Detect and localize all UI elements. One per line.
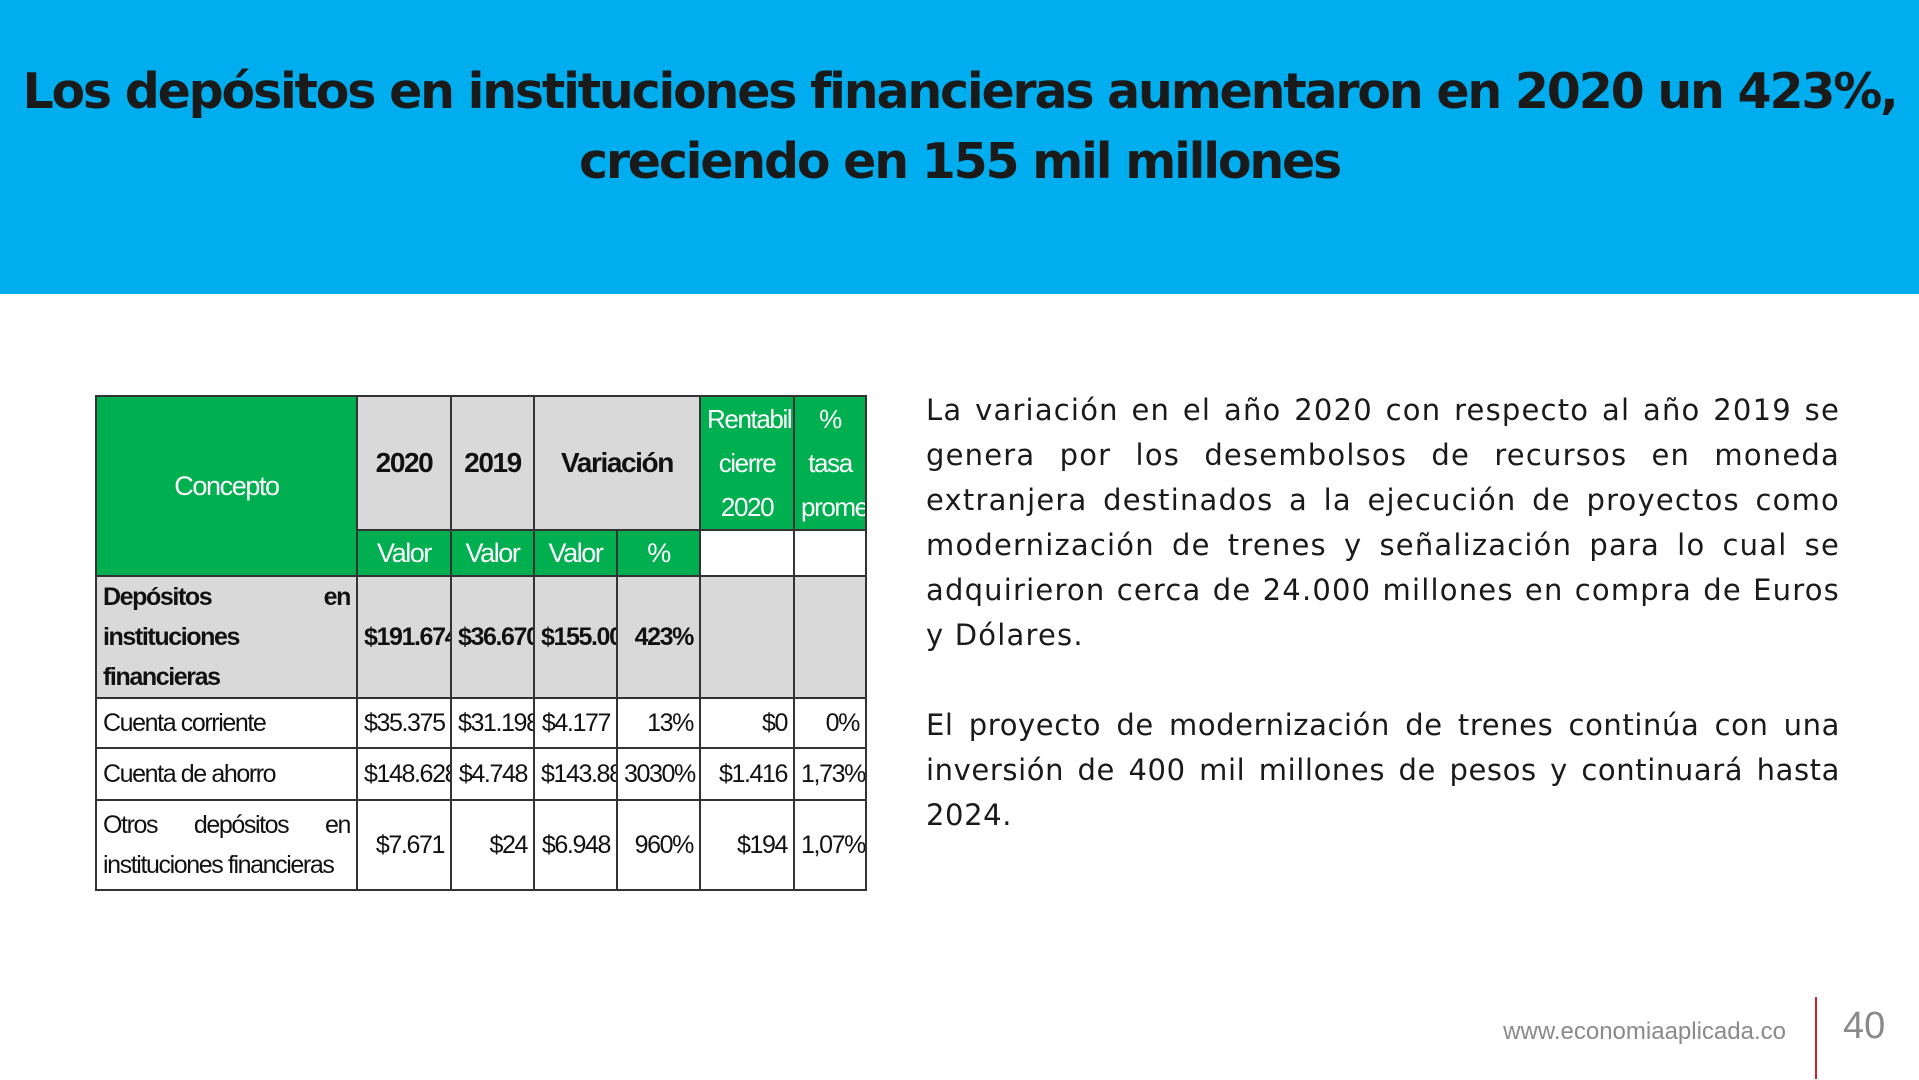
header-2020: 2020 [356, 395, 452, 531]
cell-pct: 13% [615, 697, 702, 749]
cell-2019: $24 [450, 799, 535, 891]
cell-2020: $148.628 [356, 747, 452, 801]
cell-tasa: 1,73% [793, 747, 868, 801]
cell-rentabilidad: $0 [699, 697, 796, 749]
footer-separator [1815, 997, 1817, 1079]
cell-2019: $31.198 [450, 697, 535, 749]
cell-2019: $4.748 [450, 747, 535, 801]
cell-tasa: 1,07% [793, 799, 868, 891]
row-label: Otros depósitos en instituciones financi… [95, 799, 358, 891]
cell-tasa: 0% [793, 697, 868, 749]
cell-pct: 960% [615, 799, 702, 891]
header-2019: 2019 [450, 395, 535, 531]
cell-variacion: $143.880 [533, 747, 618, 801]
title-banner: Los depósitos en instituciones financier… [0, 0, 1919, 294]
cell-pct: 423% [615, 575, 702, 699]
paragraph-train-project: El proyecto de modernización de trenes c… [926, 708, 1840, 832]
cell-2020: $7.671 [356, 799, 452, 891]
footer-website: www.economiaaplicada.co [1503, 1018, 1786, 1045]
row-label: Cuenta corriente [95, 697, 358, 749]
header-rentabilidad: Rentabilidad cierre 2020 [699, 395, 796, 531]
row-label: Cuenta de ahorro [95, 747, 358, 801]
subheader-pct: % [615, 529, 702, 577]
cell-pct: 3030% [615, 747, 702, 801]
cell-2020: $191.674 [356, 575, 452, 699]
page-number: 40 [1843, 1005, 1886, 1047]
cell-rentabilidad: $194 [699, 799, 796, 891]
deposits-table: Concepto 2020 2019 Variación Rentabilida… [95, 395, 868, 891]
cell-tasa [793, 575, 868, 699]
table-row: Depósitos en instituciones financieras $… [95, 575, 868, 699]
header-concepto: Concepto [95, 395, 358, 577]
deposits-table-container: Concepto 2020 2019 Variación Rentabilida… [95, 395, 868, 891]
subheader-valor-variacion: Valor [533, 529, 618, 577]
cell-variacion: $6.948 [533, 799, 618, 891]
cell-rentabilidad [699, 575, 796, 699]
header-tasa-promedio: % tasa promedio [793, 395, 868, 531]
header-variacion: Variación [532, 395, 702, 531]
table-header-row: Concepto 2020 2019 Variación Rentabilida… [95, 395, 868, 577]
cell-variacion: $4.177 [533, 697, 618, 749]
table-row: Cuenta de ahorro $148.628 $4.748 $143.88… [95, 747, 868, 801]
cell-2019: $36.670 [450, 575, 535, 699]
explanation-text: La variación en el año 2020 con respecto… [926, 388, 1840, 838]
subheader-valor-2019: Valor [450, 529, 535, 577]
cell-2020: $35.375 [356, 697, 452, 749]
subheader-empty-rentabilidad [699, 529, 796, 577]
cell-variacion: $155.004 [533, 575, 618, 699]
row-label: Depósitos en instituciones financieras [95, 575, 358, 699]
table-subheader-row: Valor Valor Valor % [96, 529, 868, 577]
table-row: Otros depósitos en instituciones financi… [95, 799, 868, 891]
subheader-empty-tasa [793, 529, 868, 577]
slide-title: Los depósitos en instituciones financier… [22, 63, 1898, 190]
table-row: Cuenta corriente $35.375 $31.198 $4.177 … [95, 697, 868, 749]
subheader-valor-2020: Valor [356, 529, 452, 577]
paragraph-variation: La variación en el año 2020 con respecto… [926, 393, 1840, 652]
cell-rentabilidad: $1.416 [699, 747, 796, 801]
